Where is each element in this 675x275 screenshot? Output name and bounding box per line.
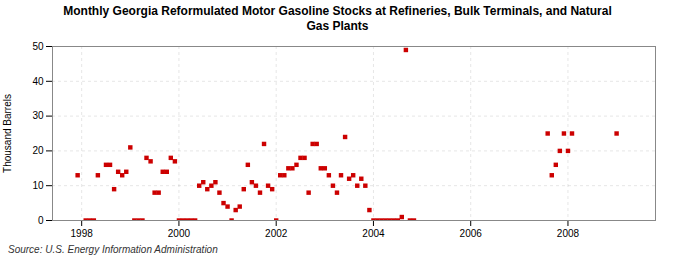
svg-text:2004: 2004	[362, 228, 385, 239]
svg-text:20: 20	[32, 145, 44, 156]
svg-text:Thousand Barrels: Thousand Barrels	[2, 94, 13, 173]
svg-text:30: 30	[32, 110, 44, 121]
svg-text:2000: 2000	[168, 228, 191, 239]
svg-text:1998: 1998	[71, 228, 94, 239]
html-text:Source: U.S. Energy Informatio: Source: U.S. Energy Information Administ…	[8, 244, 218, 255]
svg-text:0: 0	[38, 215, 44, 226]
svg-text:40: 40	[32, 76, 44, 87]
svg-text:2006: 2006	[460, 228, 483, 239]
svg-text:2002: 2002	[265, 228, 288, 239]
svg-text:50: 50	[32, 41, 44, 52]
html-text:Monthly Georgia Reformulated M: Monthly Georgia Reformulated Motor Gasol…	[63, 4, 612, 33]
svg-text:2008: 2008	[557, 228, 580, 239]
svg-text:10: 10	[32, 180, 44, 191]
